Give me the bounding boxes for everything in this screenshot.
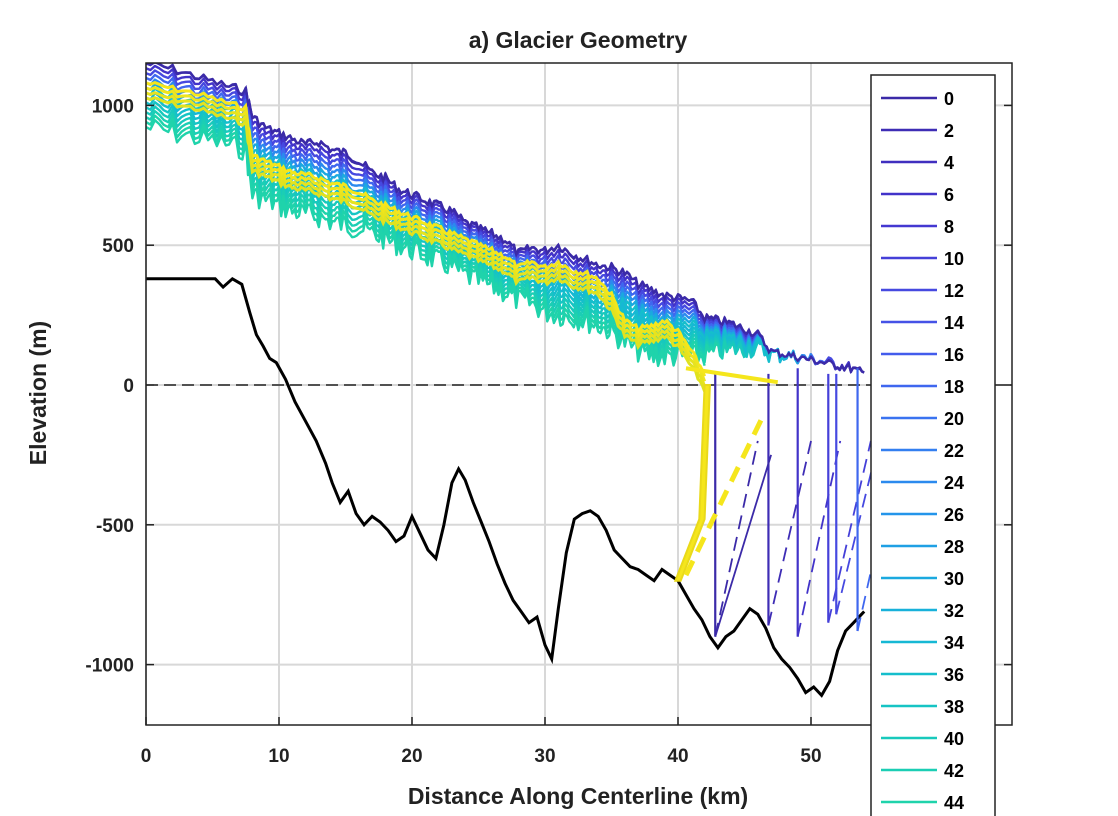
front-faces: [673, 366, 901, 637]
legend-label: 20: [944, 409, 964, 429]
surface-series-yellow-0: [146, 80, 707, 377]
legend-label: 2: [944, 121, 954, 141]
undercut-face-1: [767, 440, 812, 626]
surface-series-yellow-2: [146, 91, 707, 387]
legend-label: 32: [944, 601, 964, 621]
legend-label: 30: [944, 569, 964, 589]
legend-label: 4: [944, 153, 954, 173]
legend-label: 34: [944, 633, 964, 653]
bed-line: [146, 276, 866, 698]
series-layer: [146, 63, 866, 698]
surface-series-yellow-3: [146, 96, 707, 392]
legend-label: 10: [944, 249, 964, 269]
undercut-face-2: [796, 440, 842, 637]
legend-label: 18: [944, 377, 964, 397]
x-axis-label: Distance Along Centerline (km): [408, 783, 748, 809]
legend: 0246810121416182022242628303234363840424…: [870, 74, 996, 816]
surface-series-13: [146, 119, 706, 368]
y-tick-label: -1000: [85, 656, 134, 677]
legend-label: 6: [944, 185, 954, 205]
yellow-front-face: [673, 384, 711, 582]
y-tick-label: -500: [96, 516, 134, 537]
x-tick-label: 0: [141, 746, 152, 767]
yellow-undercut-face: [683, 411, 767, 577]
legend-label: 14: [944, 313, 964, 333]
x-tick-label: 30: [534, 746, 555, 767]
legend-label: 8: [944, 217, 954, 237]
legend-box: [870, 74, 996, 816]
undercut-face-0: [714, 440, 759, 637]
legend-label: 16: [944, 345, 964, 365]
legend-label: 38: [944, 697, 964, 717]
y-tick-label: 1000: [92, 96, 134, 117]
axis-ticks: 0 10 20 30 40 50 -1000 -500 0 500 1000: [85, 96, 1012, 767]
surface-series-0: [146, 63, 865, 375]
legend-label: 0: [944, 89, 954, 109]
legend-label: 26: [944, 505, 964, 525]
legend-label: 22: [944, 441, 964, 461]
y-axis-label: Elevation (m): [25, 321, 51, 465]
legend-label: 36: [944, 665, 964, 685]
legend-items: 0246810121416182022242628303234363840424…: [881, 89, 964, 813]
x-tick-label: 10: [268, 746, 289, 767]
x-tick-label: 40: [667, 746, 688, 767]
legend-label: 12: [944, 281, 964, 301]
x-tick-label: 50: [800, 746, 821, 767]
yellow-float-tongue: [685, 366, 779, 385]
surface-series-yellow-1: [146, 85, 707, 382]
legend-label: 42: [944, 761, 964, 781]
y-tick-label: 500: [102, 236, 134, 257]
legend-label: 24: [944, 473, 964, 493]
legend-label: 28: [944, 537, 964, 557]
undercut-face-3: [827, 440, 872, 623]
submerged-face: [714, 454, 772, 637]
y-tick-label: 0: [123, 376, 134, 397]
x-tick-label: 20: [401, 746, 422, 767]
surface-series-2: [146, 69, 839, 370]
plot-frame: [145, 62, 1013, 726]
surface-series-3: [146, 73, 825, 366]
legend-label: 40: [944, 729, 964, 749]
chart-title: a) Glacier Geometry: [469, 27, 688, 53]
legend-label: 44: [944, 793, 964, 813]
